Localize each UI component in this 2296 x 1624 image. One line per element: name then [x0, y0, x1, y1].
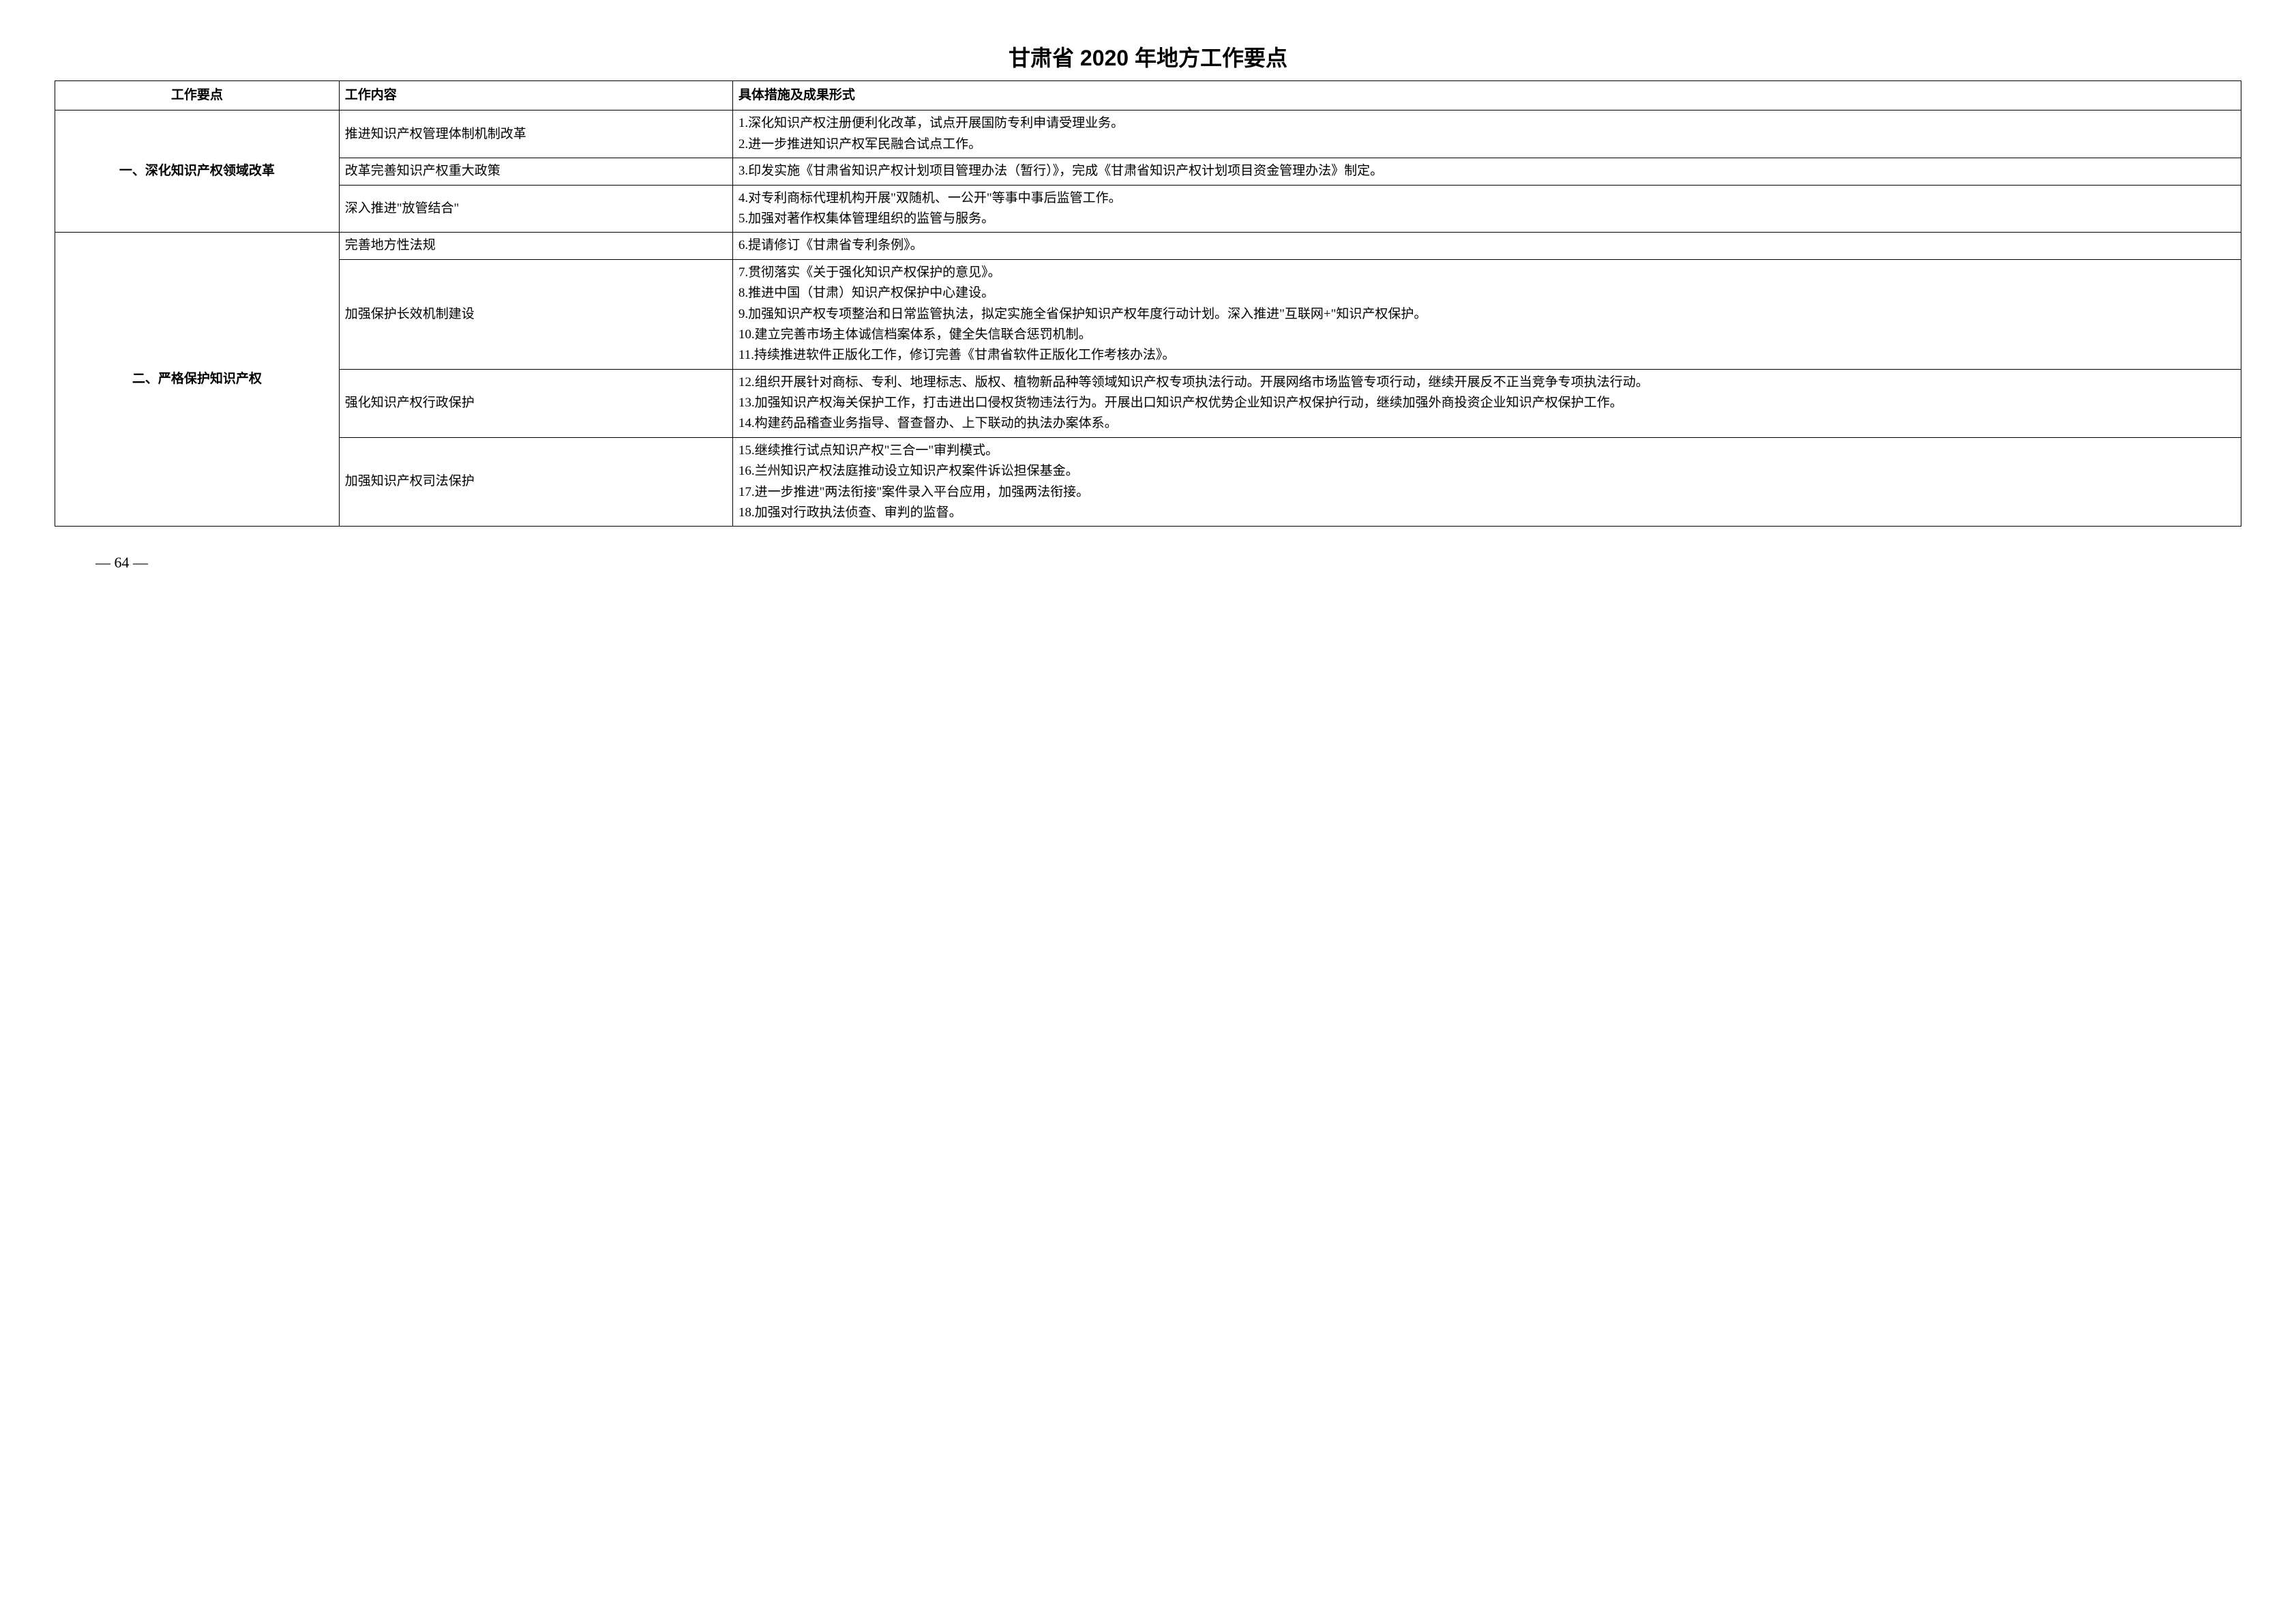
content-cell: 改革完善知识产权重大政策 — [339, 158, 732, 185]
measures-cell: 15.继续推行试点知识产权"三合一"审判模式。 16.兰州知识产权法庭推动设立知… — [732, 437, 2241, 527]
content-cell: 完善地方性法规 — [339, 233, 732, 259]
measures-cell: 7.贯彻落实《关于强化知识产权保护的意见》。 8.推进中国（甘肃）知识产权保护中… — [732, 259, 2241, 369]
measure-line: 3.印发实施《甘肃省知识产权计划项目管理办法（暂行）》，完成《甘肃省知识产权计划… — [739, 161, 2235, 181]
measures-cell: 6.提请修订《甘肃省专利条例》。 — [732, 233, 2241, 259]
content-cell: 深入推进"放管结合" — [339, 185, 732, 233]
work-points-table: 工作要点 工作内容 具体措施及成果形式 一、深化知识产权领域改革 推进知识产权管… — [55, 80, 2241, 527]
table-row: 深入推进"放管结合" 4.对专利商标代理机构开展"双随机、一公开"等事中事后监管… — [55, 185, 2241, 233]
measure-line: 10.建立完善市场主体诚信档案体系，健全失信联合惩罚机制。 — [739, 325, 2235, 345]
measures-cell: 1.深化知识产权注册便利化改革，试点开展国防专利申请受理业务。 2.进一步推进知… — [732, 110, 2241, 158]
measure-line: 18.加强对行政执法侦查、审判的监督。 — [739, 503, 2235, 523]
table-body: 一、深化知识产权领域改革 推进知识产权管理体制机制改革 1.深化知识产权注册便利… — [55, 110, 2241, 527]
content-cell: 推进知识产权管理体制机制改革 — [339, 110, 732, 158]
header-keypoint: 工作要点 — [55, 81, 340, 110]
keypoint-cell: 一、深化知识产权领域改革 — [55, 110, 340, 233]
content-cell: 加强保护长效机制建设 — [339, 259, 732, 369]
table-row: 一、深化知识产权领域改革 推进知识产权管理体制机制改革 1.深化知识产权注册便利… — [55, 110, 2241, 158]
measure-line: 11.持续推进软件正版化工作，修订完善《甘肃省软件正版化工作考核办法》。 — [739, 345, 2235, 366]
measure-line: 5.加强对著作权集体管理组织的监管与服务。 — [739, 209, 2235, 229]
table-row: 加强保护长效机制建设 7.贯彻落实《关于强化知识产权保护的意见》。 8.推进中国… — [55, 259, 2241, 369]
measure-line: 9.加强知识产权专项整治和日常监管执法，拟定实施全省保护知识产权年度行动计划。深… — [739, 304, 2235, 325]
measure-line: 16.兰州知识产权法庭推动设立知识产权案件诉讼担保基金。 — [739, 461, 2235, 482]
measure-line: 4.对专利商标代理机构开展"双随机、一公开"等事中事后监管工作。 — [739, 188, 2235, 209]
page-title: 甘肃省 2020 年地方工作要点 — [55, 41, 2241, 72]
table-row: 加强知识产权司法保护 15.继续推行试点知识产权"三合一"审判模式。 16.兰州… — [55, 437, 2241, 527]
content-cell: 强化知识产权行政保护 — [339, 369, 732, 437]
measure-line: 13.加强知识产权海关保护工作，打击进出口侵权货物违法行为。开展出口知识产权优势… — [739, 393, 2235, 413]
measure-line: 7.贯彻落实《关于强化知识产权保护的意见》。 — [739, 263, 2235, 283]
content-cell: 加强知识产权司法保护 — [339, 437, 732, 527]
measure-line: 17.进一步推进"两法衔接"案件录入平台应用，加强两法衔接。 — [739, 482, 2235, 503]
keypoint-cell: 二、严格保护知识产权 — [55, 233, 340, 527]
measures-cell: 3.印发实施《甘肃省知识产权计划项目管理办法（暂行）》，完成《甘肃省知识产权计划… — [732, 158, 2241, 185]
page-number: — 64 — — [55, 554, 2241, 572]
header-measures: 具体措施及成果形式 — [732, 81, 2241, 110]
header-content: 工作内容 — [339, 81, 732, 110]
table-header-row: 工作要点 工作内容 具体措施及成果形式 — [55, 81, 2241, 110]
measure-line: 14.构建药品稽查业务指导、督查督办、上下联动的执法办案体系。 — [739, 413, 2235, 434]
measure-line: 1.深化知识产权注册便利化改革，试点开展国防专利申请受理业务。 — [739, 113, 2235, 134]
measure-line: 2.进一步推进知识产权军民融合试点工作。 — [739, 134, 2235, 155]
table-row: 强化知识产权行政保护 12.组织开展针对商标、专利、地理标志、版权、植物新品种等… — [55, 369, 2241, 437]
table-row: 改革完善知识产权重大政策 3.印发实施《甘肃省知识产权计划项目管理办法（暂行）》… — [55, 158, 2241, 185]
measures-cell: 12.组织开展针对商标、专利、地理标志、版权、植物新品种等领域知识产权专项执法行… — [732, 369, 2241, 437]
measure-line: 6.提请修订《甘肃省专利条例》。 — [739, 235, 2235, 256]
measure-line: 12.组织开展针对商标、专利、地理标志、版权、植物新品种等领域知识产权专项执法行… — [739, 372, 2235, 393]
measure-line: 8.推进中国（甘肃）知识产权保护中心建设。 — [739, 283, 2235, 304]
table-row: 二、严格保护知识产权 完善地方性法规 6.提请修订《甘肃省专利条例》。 — [55, 233, 2241, 259]
measures-cell: 4.对专利商标代理机构开展"双随机、一公开"等事中事后监管工作。 5.加强对著作… — [732, 185, 2241, 233]
measure-line: 15.继续推行试点知识产权"三合一"审判模式。 — [739, 441, 2235, 461]
